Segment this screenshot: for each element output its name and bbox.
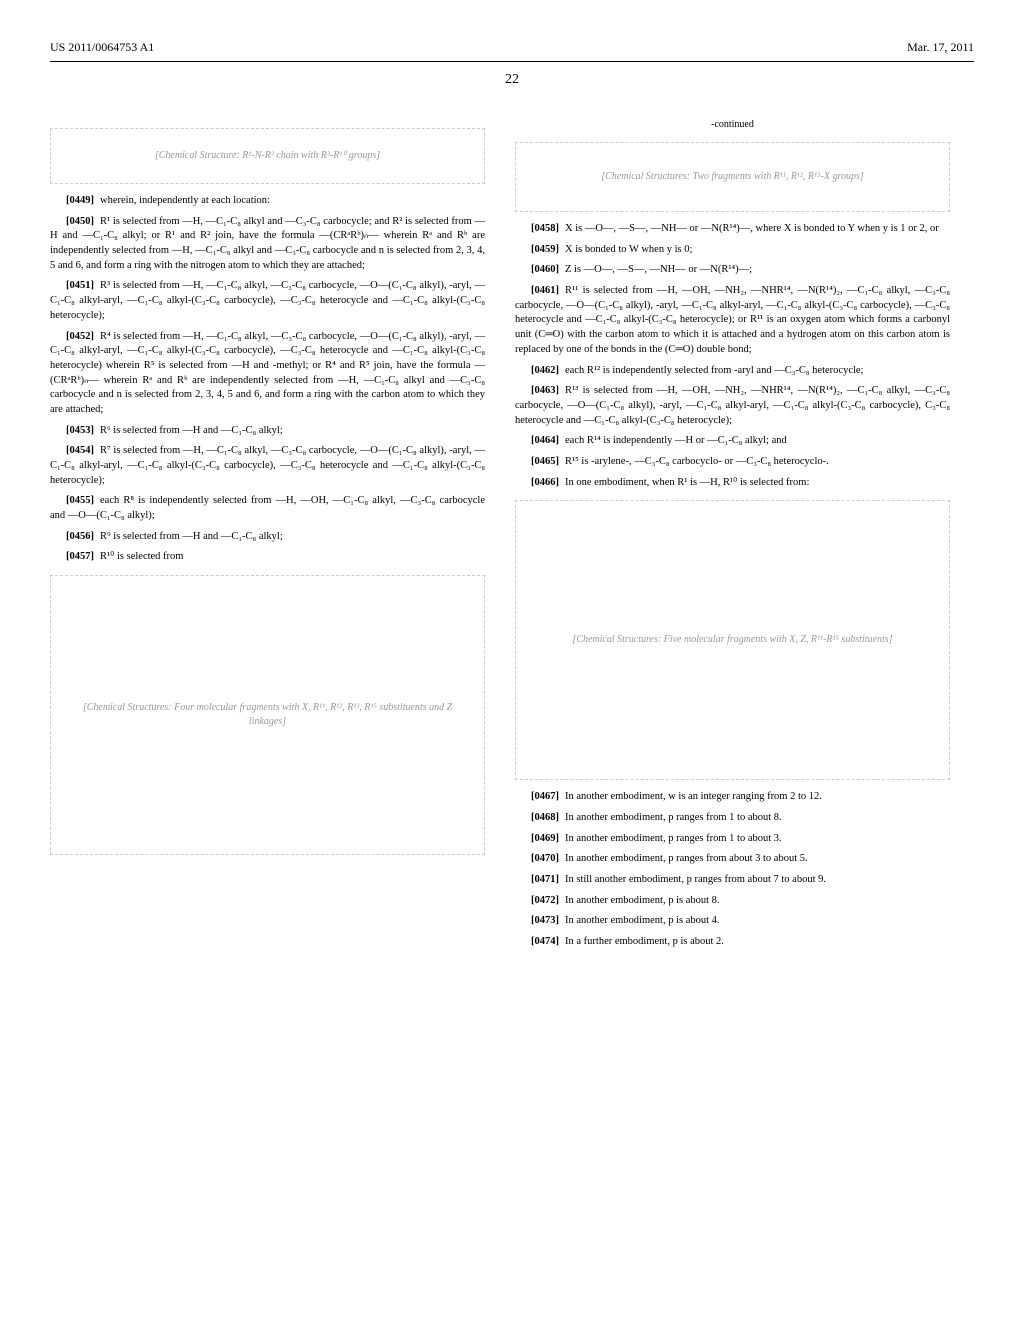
paragraph: [0473] In another embodiment, p is about … xyxy=(515,914,950,929)
paragraph: [0468] In another embodiment, p ranges fr… xyxy=(515,811,950,826)
paragraph: [0469] In another embodiment, p ranges fr… xyxy=(515,832,950,847)
paragraph-text: wherein, independently at each location: xyxy=(100,195,270,206)
paragraph: [0467] In another embodiment, w is an int… xyxy=(515,790,950,805)
page-header: US 2011/0064753 A1 Mar. 17, 2011 xyxy=(50,40,974,62)
paragraph-text: each R¹² is independently selected from … xyxy=(565,365,863,376)
paragraph-text: R¹¹ is selected from —H, —OH, —NH₂, —NHR… xyxy=(515,285,950,355)
paragraph-text: each R¹⁴ is independently —H or —C₁-C₈ a… xyxy=(565,435,787,446)
paragraph-number: [0452] xyxy=(66,331,94,342)
paragraph-text: each R⁸ is independently selected from —… xyxy=(50,495,485,521)
paragraph-number: [0469] xyxy=(531,833,559,844)
paragraph: [0461]R¹¹ is selected from —H, —OH, —NH₂… xyxy=(515,284,950,357)
paragraph: [0466] In one embodiment, when R¹ is —H, … xyxy=(515,476,950,491)
paragraph: [0452]R⁴ is selected from —H, —C₁-C₈ alk… xyxy=(50,330,485,418)
paragraph-number: [0468] xyxy=(531,812,559,823)
paragraph-number: [0454] xyxy=(66,445,94,456)
paragraph: [0470] In another embodiment, p ranges fr… xyxy=(515,852,950,867)
paragraph-number: [0462] xyxy=(531,365,559,376)
paragraph: [0457] R¹⁰ is selected from xyxy=(50,550,485,565)
paragraph-text: R⁷ is selected from —H, —C₁-C₈ alkyl, —C… xyxy=(50,445,485,485)
chemical-structure-3: [Chemical Structures: Two fragments with… xyxy=(515,142,950,212)
chemical-structure-2: [Chemical Structures: Four molecular fra… xyxy=(50,575,485,855)
paragraph-text: X is bonded to W when y is 0; xyxy=(565,244,692,255)
paragraph: [0454]R⁷ is selected from —H, —C₁-C₈ alk… xyxy=(50,444,485,488)
right-column: -continued [Chemical Structures: Two fra… xyxy=(515,118,950,956)
paragraph: [0455]each R⁸ is independently selected … xyxy=(50,494,485,523)
page-number: 22 xyxy=(50,72,974,88)
content-columns: [Chemical Structure: R¹-N-R² chain with … xyxy=(50,118,974,956)
paragraph-text: R⁹ is selected from —H and —C₁-C₈ alkyl; xyxy=(100,531,283,542)
continued-label: -continued xyxy=(515,118,950,132)
publication-number: US 2011/0064753 A1 xyxy=(50,40,154,55)
paragraph-number: [0465] xyxy=(531,456,559,467)
paragraph-text: In another embodiment, p is about 4. xyxy=(565,915,720,926)
paragraph-number: [0458] xyxy=(531,223,559,234)
paragraph-number: [0460] xyxy=(531,264,559,275)
paragraph-text: In another embodiment, p ranges from 1 t… xyxy=(565,812,782,823)
paragraph-number: [0459] xyxy=(531,244,559,255)
paragraph: [0456] R⁹ is selected from —H and —C₁-C₈ … xyxy=(50,530,485,545)
paragraph-number: [0451] xyxy=(66,280,94,291)
paragraph-number: [0457] xyxy=(66,551,94,562)
paragraph-text: In another embodiment, w is an integer r… xyxy=(565,791,822,802)
paragraph-number: [0456] xyxy=(66,531,94,542)
paragraph-text: R⁶ is selected from —H and —C₁-C₈ alkyl; xyxy=(100,425,283,436)
paragraph: [0451]R³ is selected from —H, —C₁-C₈ alk… xyxy=(50,279,485,323)
paragraph-number: [0450] xyxy=(66,216,94,227)
paragraph: [0459] X is bonded to W when y is 0; xyxy=(515,243,950,258)
paragraph: [0458] X is —O—, —S—, —NH— or —N(R¹⁴)—, w… xyxy=(515,222,950,237)
paragraph-text: In a further embodiment, p is about 2. xyxy=(565,936,724,947)
paragraph-text: In still another embodiment, p ranges fr… xyxy=(565,874,826,885)
paragraph-text: R¹⁵ is -arylene-, —C₃-C₈ carbocyclo- or … xyxy=(565,456,829,467)
paragraph-text: R¹³ is selected from —H, —OH, —NH₂, —NHR… xyxy=(515,385,950,425)
paragraph-number: [0474] xyxy=(531,936,559,947)
paragraph-text: In one embodiment, when R¹ is —H, R¹⁰ is… xyxy=(565,477,809,488)
publication-date: Mar. 17, 2011 xyxy=(907,40,974,55)
paragraph-text: R¹ is selected from —H, —C₁-C₈ alkyl and… xyxy=(50,216,485,271)
paragraph-number: [0472] xyxy=(531,895,559,906)
paragraph-number: [0455] xyxy=(66,495,94,506)
paragraph-number: [0449] xyxy=(66,195,94,206)
paragraph: [0449] wherein, independently at each loc… xyxy=(50,194,485,209)
paragraph-number: [0463] xyxy=(531,385,559,396)
paragraph-text: In another embodiment, p ranges from 1 t… xyxy=(565,833,782,844)
paragraph-number: [0466] xyxy=(531,477,559,488)
paragraph-text: R¹⁰ is selected from xyxy=(100,551,183,562)
paragraph-number: [0453] xyxy=(66,425,94,436)
paragraph: [0472] In another embodiment, p is about … xyxy=(515,894,950,909)
chemical-structure-4: [Chemical Structures: Five molecular fra… xyxy=(515,500,950,780)
paragraph: [0453] R⁶ is selected from —H and —C₁-C₈ … xyxy=(50,424,485,439)
paragraph: [0464] each R¹⁴ is independently —H or —C… xyxy=(515,434,950,449)
paragraph: [0462] each R¹² is independently selected… xyxy=(515,364,950,379)
paragraph: [0460] Z is —O—, —S—, —NH— or —N(R¹⁴)—; xyxy=(515,263,950,278)
paragraph-number: [0464] xyxy=(531,435,559,446)
paragraph: [0471] In still another embodiment, p ran… xyxy=(515,873,950,888)
paragraph-text: X is —O—, —S—, —NH— or —N(R¹⁴)—, where X… xyxy=(565,223,939,234)
paragraph-number: [0473] xyxy=(531,915,559,926)
paragraph-text: Z is —O—, —S—, —NH— or —N(R¹⁴)—; xyxy=(565,264,752,275)
paragraph-text: In another embodiment, p ranges from abo… xyxy=(565,853,808,864)
paragraph-number: [0471] xyxy=(531,874,559,885)
paragraph-number: [0470] xyxy=(531,853,559,864)
paragraph: [0450]R¹ is selected from —H, —C₁-C₈ alk… xyxy=(50,215,485,274)
chemical-structure-1: [Chemical Structure: R¹-N-R² chain with … xyxy=(50,128,485,184)
paragraph-text: R³ is selected from —H, —C₁-C₈ alkyl, —C… xyxy=(50,280,485,320)
paragraph: [0463]R¹³ is selected from —H, —OH, —NH₂… xyxy=(515,384,950,428)
paragraph-text: R⁴ is selected from —H, —C₁-C₈ alkyl, —C… xyxy=(50,331,485,415)
paragraph-number: [0467] xyxy=(531,791,559,802)
paragraph: [0474] In a further embodiment, p is abou… xyxy=(515,935,950,950)
paragraph-text: In another embodiment, p is about 8. xyxy=(565,895,720,906)
left-column: [Chemical Structure: R¹-N-R² chain with … xyxy=(50,118,485,956)
paragraph-number: [0461] xyxy=(531,285,559,296)
paragraph: [0465] R¹⁵ is -arylene-, —C₃-C₈ carbocycl… xyxy=(515,455,950,470)
